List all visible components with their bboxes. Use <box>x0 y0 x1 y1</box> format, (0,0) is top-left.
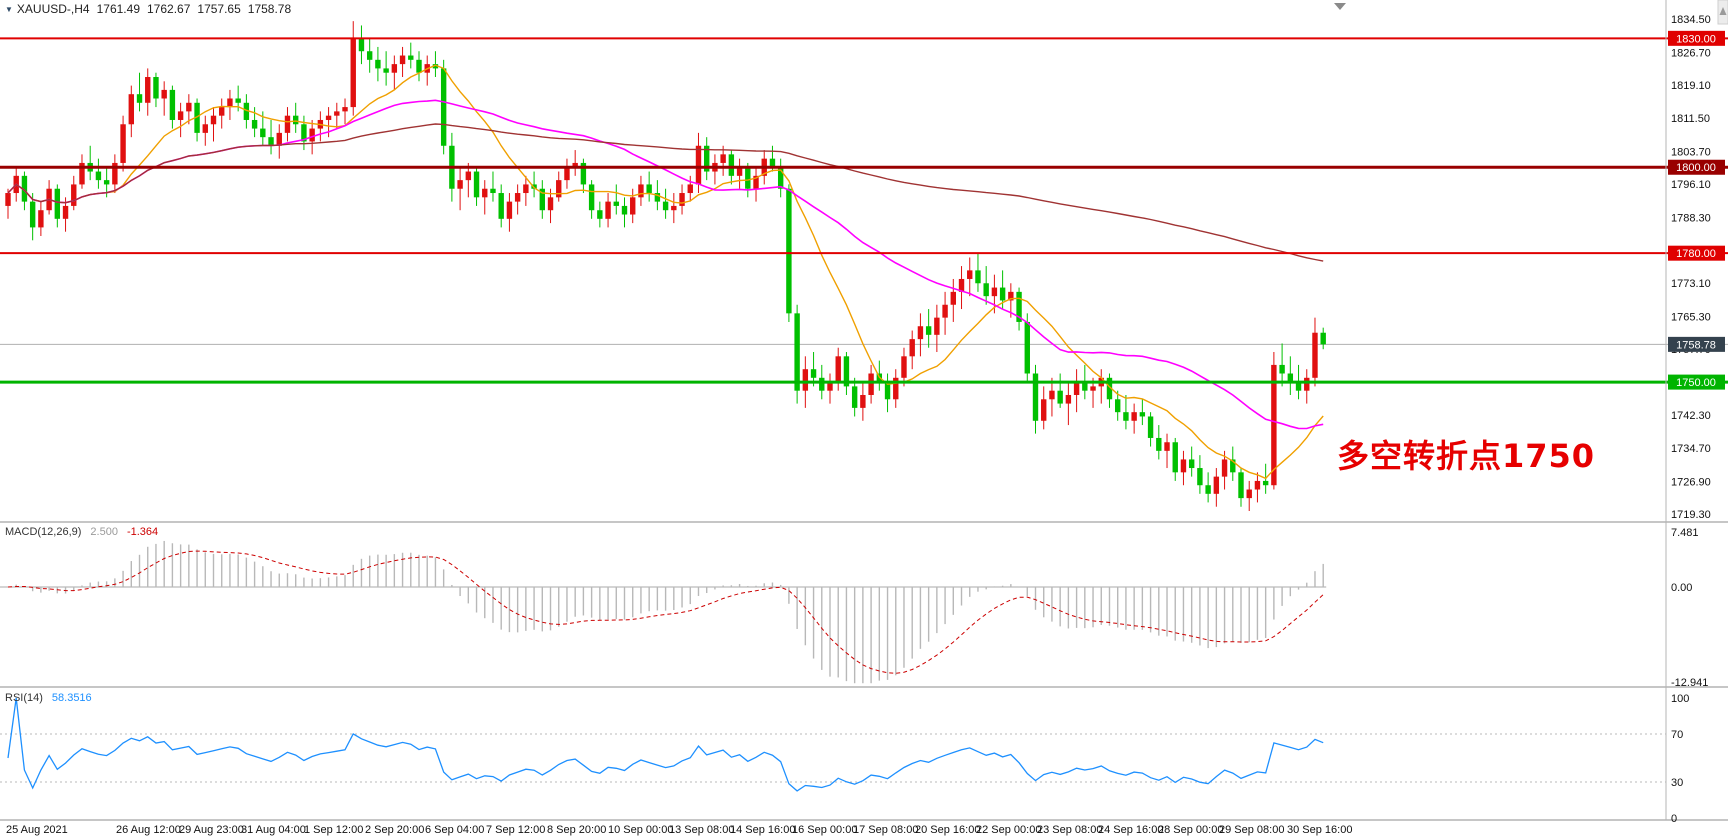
svg-text:1796.10: 1796.10 <box>1671 179 1711 191</box>
indicator-scales: 7.481 0.00 -12.941 100 70 30 0 <box>1671 527 1708 825</box>
panel-separators <box>0 521 1728 821</box>
svg-text:1819.10: 1819.10 <box>1671 80 1711 92</box>
candles-series <box>5 21 1326 512</box>
price-badge: 1758.78 <box>1668 336 1725 352</box>
scroll-up-arrow-icon <box>1719 7 1727 15</box>
rsi-value: 58.3516 <box>51 692 92 704</box>
macd-signal-value: -1.364 <box>126 526 159 538</box>
svg-text:1 Sep 12:00: 1 Sep 12:00 <box>304 824 363 836</box>
svg-text:16 Sep 00:00: 16 Sep 00:00 <box>792 824 857 836</box>
svg-text:26 Aug 12:00: 26 Aug 12:00 <box>116 824 181 836</box>
svg-text:29 Aug 23:00: 29 Aug 23:00 <box>179 824 244 836</box>
svg-text:1788.30: 1788.30 <box>1671 213 1711 225</box>
macd-indicator-label: MACD(12,26,9) 2.500 -1.364 <box>5 526 158 538</box>
svg-text:7.481: 7.481 <box>1671 527 1699 539</box>
svg-text:17 Sep 08:00: 17 Sep 08:00 <box>853 824 918 836</box>
macd-signal-line <box>7 550 1324 674</box>
svg-text:1811.50: 1811.50 <box>1671 113 1710 125</box>
chart-annotation-text: 多空转折点1750 <box>1337 437 1596 475</box>
collapse-arrow-icon[interactable]: ▼ <box>5 5 13 14</box>
macd-main-value: 2.500 <box>90 526 118 538</box>
macd-histogram <box>0 540 1327 684</box>
price-badge: 1800.00 <box>1668 159 1725 175</box>
svg-text:1719.30: 1719.30 <box>1671 509 1711 521</box>
svg-text:1726.90: 1726.90 <box>1671 476 1711 488</box>
rsi-name: RSI(14) <box>5 692 43 704</box>
svg-text:7 Sep 12:00: 7 Sep 12:00 <box>486 824 545 836</box>
svg-text:13 Sep 08:00: 13 Sep 08:00 <box>669 824 734 836</box>
svg-text:100: 100 <box>1671 693 1689 705</box>
svg-text:30: 30 <box>1671 777 1683 789</box>
svg-text:30 Sep 16:00: 30 Sep 16:00 <box>1287 824 1352 836</box>
macd-name: MACD(12,26,9) <box>5 526 82 538</box>
price-badge: 1750.00 <box>1668 374 1725 390</box>
svg-text:1800.00: 1800.00 <box>1676 162 1716 174</box>
svg-text:8 Sep 20:00: 8 Sep 20:00 <box>547 824 606 836</box>
svg-text:29 Sep 08:00: 29 Sep 08:00 <box>1219 824 1284 836</box>
svg-text:1734.70: 1734.70 <box>1671 443 1711 455</box>
ohlc-close: 1758.78 <box>247 2 292 16</box>
svg-text:1742.30: 1742.30 <box>1671 410 1711 422</box>
svg-text:1834.50: 1834.50 <box>1671 14 1711 26</box>
svg-text:25 Aug 2021: 25 Aug 2021 <box>6 824 68 836</box>
svg-text:23 Sep 08:00: 23 Sep 08:00 <box>1037 824 1102 836</box>
svg-text:0.00: 0.00 <box>1671 582 1692 594</box>
rsi-line <box>7 697 1324 792</box>
rsi-panel <box>0 697 1666 792</box>
svg-text:1773.10: 1773.10 <box>1671 278 1711 290</box>
svg-text:24 Sep 16:00: 24 Sep 16:00 <box>1098 824 1163 836</box>
svg-text:1750.00: 1750.00 <box>1676 377 1716 389</box>
price-badge: 1830.00 <box>1668 30 1725 46</box>
ohlc-low: 1757.65 <box>197 2 241 16</box>
price-level-lines <box>0 37 1728 384</box>
svg-text:2 Sep 20:00: 2 Sep 20:00 <box>365 824 424 836</box>
svg-text:10 Sep 00:00: 10 Sep 00:00 <box>608 824 673 836</box>
svg-text:1758.78: 1758.78 <box>1676 339 1716 351</box>
chart-shift-marker-icon[interactable] <box>1334 3 1346 10</box>
svg-text:14 Sep 16:00: 14 Sep 16:00 <box>730 824 795 836</box>
rsi-indicator-label: RSI(14) 58.3516 <box>5 692 92 704</box>
svg-text:1765.30: 1765.30 <box>1671 311 1711 323</box>
svg-text:1830.00: 1830.00 <box>1676 33 1716 45</box>
price-axis[interactable]: 1834.50 1826.70 1819.10 1811.50 1803.70 1796.… <box>1665 0 1725 820</box>
symbol-title: ▼ XAUUSD-,H4 1761.49 1762.67 1757.65 1758.78 <box>5 2 291 16</box>
symbol-label: XAUUSD-,H4 <box>16 2 90 16</box>
svg-text:70: 70 <box>1671 729 1683 741</box>
svg-text:1780.00: 1780.00 <box>1676 248 1716 260</box>
svg-text:0: 0 <box>1671 813 1677 825</box>
svg-text:1803.70: 1803.70 <box>1671 146 1711 158</box>
svg-text:20 Sep 16:00: 20 Sep 16:00 <box>915 824 980 836</box>
scrollbar-stub[interactable] <box>1717 0 1728 25</box>
svg-text:6 Sep 04:00: 6 Sep 04:00 <box>425 824 484 836</box>
ohlc-high: 1762.67 <box>147 2 191 16</box>
ohlc-open: 1761.49 <box>96 2 140 16</box>
svg-text:1826.70: 1826.70 <box>1671 48 1711 60</box>
svg-text:-12.941: -12.941 <box>1671 677 1708 689</box>
price-badge: 1780.00 <box>1668 245 1725 261</box>
svg-text:31 Aug 04:00: 31 Aug 04:00 <box>241 824 306 836</box>
svg-text:22 Sep 00:00: 22 Sep 00:00 <box>976 824 1041 836</box>
svg-text:28 Sep 00:00: 28 Sep 00:00 <box>1158 824 1223 836</box>
